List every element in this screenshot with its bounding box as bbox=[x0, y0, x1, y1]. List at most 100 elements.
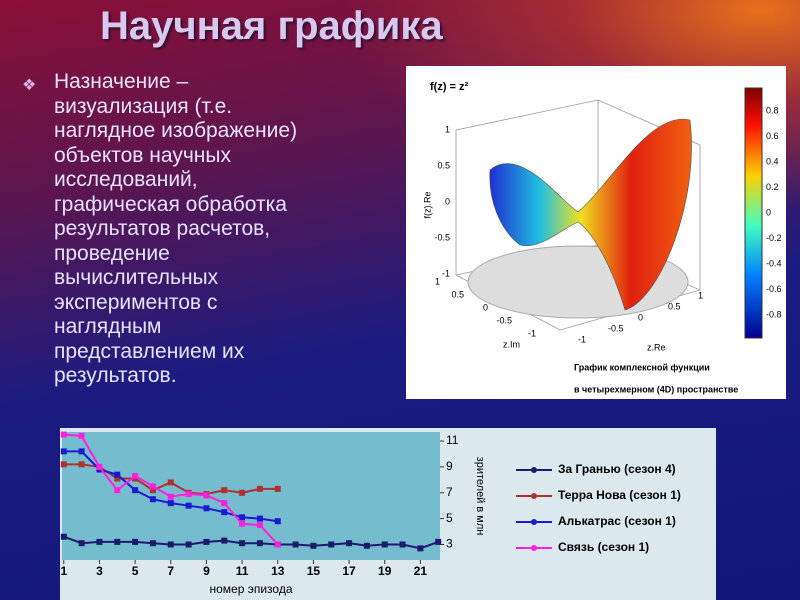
point bbox=[221, 500, 228, 507]
tick-label: 1 bbox=[698, 290, 703, 300]
axis-label: f(z).Re bbox=[422, 192, 432, 219]
point bbox=[185, 491, 192, 498]
tick-label: 0.5 bbox=[437, 160, 450, 170]
point bbox=[274, 485, 281, 492]
surface bbox=[489, 118, 692, 311]
tick-label: 0.5 bbox=[451, 289, 464, 299]
point bbox=[328, 541, 335, 548]
tick-label: -0.5 bbox=[434, 232, 450, 242]
bullet-line: визуализация (т.е. bbox=[54, 94, 233, 118]
y-tick-label: 11 bbox=[446, 433, 459, 447]
x-tick-label: 3 bbox=[96, 564, 103, 578]
tick-label: -1 bbox=[578, 334, 586, 344]
x-tick-label: 17 bbox=[342, 564, 356, 578]
bullet-line: исследований, bbox=[54, 168, 198, 191]
point bbox=[239, 540, 246, 547]
x-axis-label: номер эпизода bbox=[209, 582, 292, 596]
tick-label: -1 bbox=[528, 328, 536, 338]
point bbox=[149, 483, 156, 490]
point bbox=[96, 538, 103, 545]
point bbox=[167, 479, 174, 486]
point bbox=[114, 475, 121, 482]
tick-label: -0.6 bbox=[766, 284, 782, 294]
point bbox=[274, 541, 281, 548]
point bbox=[167, 541, 174, 548]
bullet-line: проведение bbox=[54, 241, 170, 265]
x-tick-label: 15 bbox=[307, 564, 321, 578]
point bbox=[221, 509, 228, 516]
point bbox=[292, 541, 299, 548]
tick-label: 0.4 bbox=[766, 156, 779, 166]
bullet-line: результатов. bbox=[54, 364, 177, 387]
bullet-line: представлением их bbox=[54, 339, 245, 363]
point bbox=[256, 485, 263, 492]
x-tick-label: 11 bbox=[236, 564, 249, 578]
legend-label: Алькатрас (сезон 1) bbox=[558, 514, 676, 528]
point bbox=[60, 431, 67, 438]
x-tick-label: 13 bbox=[271, 564, 285, 578]
axis-label: z.Re bbox=[647, 342, 666, 352]
x-tick-label: 21 bbox=[414, 564, 428, 578]
point bbox=[114, 471, 121, 478]
point bbox=[203, 538, 210, 545]
point bbox=[256, 515, 263, 522]
formula: f(z) = z² bbox=[430, 81, 469, 93]
x-tick-label: 9 bbox=[203, 564, 210, 578]
point bbox=[203, 505, 210, 512]
y-tick-label: 9 bbox=[446, 459, 453, 473]
tick-label: 0.6 bbox=[766, 131, 779, 141]
legend-marker bbox=[531, 493, 537, 499]
point bbox=[221, 537, 228, 544]
legend-marker bbox=[531, 467, 537, 473]
x-tick-label: 7 bbox=[167, 564, 174, 578]
bullet-text: Назначение – визуализация (т.е. наглядное … bbox=[54, 70, 297, 389]
tick-label: 0.8 bbox=[766, 105, 779, 115]
point bbox=[78, 540, 85, 547]
point bbox=[381, 541, 388, 548]
point bbox=[96, 463, 103, 470]
tick-label: 0 bbox=[766, 207, 771, 217]
legend-marker bbox=[531, 545, 537, 551]
tick-label: -0.4 bbox=[766, 258, 782, 268]
y-tick-label: 5 bbox=[446, 511, 453, 525]
legend-label: За Гранью (сезон 4) bbox=[558, 462, 676, 476]
point bbox=[239, 514, 246, 521]
tick-label: 0.5 bbox=[668, 301, 681, 311]
series-line bbox=[63, 535, 439, 550]
point bbox=[132, 472, 139, 479]
point bbox=[149, 540, 156, 547]
point bbox=[435, 538, 442, 545]
point bbox=[310, 542, 317, 549]
colorbar bbox=[744, 87, 763, 339]
tick-label: 0.2 bbox=[766, 182, 779, 192]
point bbox=[399, 541, 406, 548]
point bbox=[274, 518, 281, 525]
caption: График комплексной функции bbox=[574, 362, 710, 372]
point bbox=[167, 493, 174, 500]
bullet-line: наглядным bbox=[54, 315, 162, 338]
tick-label: -0.5 bbox=[496, 315, 512, 325]
axis-label: z.Im bbox=[503, 339, 520, 349]
tick-label: 0 bbox=[483, 302, 488, 312]
bullet-line: экспериментов с bbox=[54, 290, 218, 314]
point bbox=[78, 448, 85, 455]
point bbox=[132, 538, 139, 545]
y-tick-label: 3 bbox=[446, 537, 453, 551]
point bbox=[185, 502, 192, 509]
point bbox=[60, 461, 67, 468]
point bbox=[60, 448, 67, 455]
bullet-line: наглядное изображение) bbox=[54, 119, 298, 142]
legend-marker bbox=[531, 519, 537, 525]
x-tick-label: 19 bbox=[378, 564, 392, 578]
tick-label: -0.8 bbox=[766, 309, 782, 319]
point bbox=[60, 533, 67, 540]
bullet-line: вычислительных bbox=[54, 266, 219, 289]
point bbox=[149, 496, 156, 503]
point bbox=[346, 540, 353, 547]
bullet-line: Назначение – bbox=[54, 70, 189, 93]
plot-area bbox=[62, 432, 440, 560]
point bbox=[167, 500, 174, 507]
point bbox=[239, 489, 246, 496]
x-tick-label: 1 bbox=[60, 564, 67, 578]
point bbox=[114, 487, 121, 494]
